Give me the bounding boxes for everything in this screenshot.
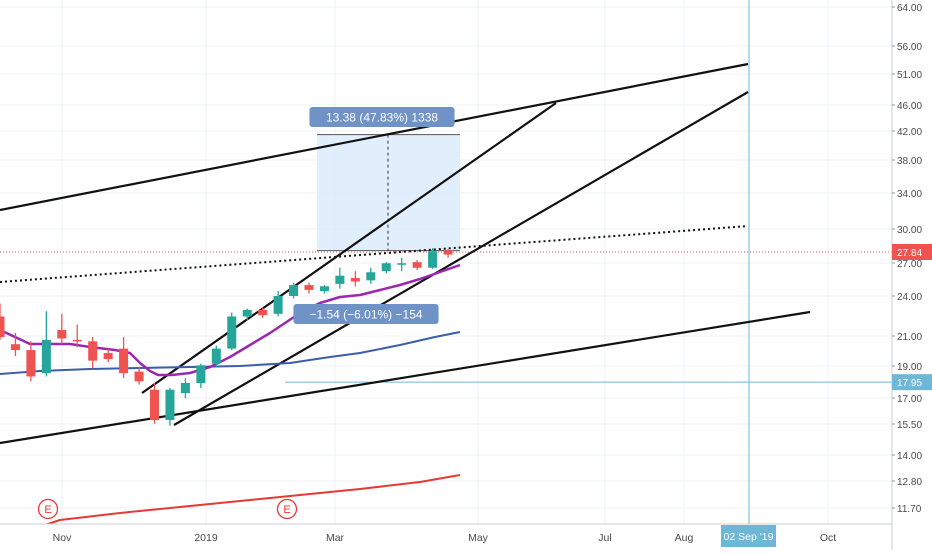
candle-body (88, 341, 98, 361)
candle-body (335, 275, 345, 284)
price-tick-label: 14.00 (897, 451, 922, 462)
measure-down-label: −1.54 (−6.01%) −154 (309, 308, 422, 322)
candle-body (397, 263, 407, 265)
rising-channel-lower-line[interactable] (173, 91, 749, 426)
price-tick-label: 46.00 (897, 101, 922, 112)
price-tick-label: 15.50 (897, 420, 922, 431)
price-tick-label: 17.00 (897, 394, 922, 405)
price-tick-label: 27.00 (897, 259, 922, 270)
candle-body (165, 389, 175, 421)
candle-body (443, 250, 453, 255)
last-price-badge-bg (892, 243, 932, 260)
candle-body (319, 286, 329, 292)
candle-body (150, 389, 159, 421)
price-tick-label: 11.70 (897, 504, 922, 515)
earnings-icon[interactable] (276, 498, 298, 520)
crosshair-date-badge-bg (721, 525, 776, 547)
time-tick-label: 2019 (194, 532, 218, 544)
candle-body (41, 339, 51, 374)
price-tick-label: 30.00 (897, 225, 922, 236)
time-tick-label: Nov (53, 532, 72, 544)
measure-down-label-bg (293, 304, 439, 324)
price-tick-label: 38.00 (897, 156, 922, 167)
candle-body (350, 278, 360, 282)
candle-body (0, 316, 5, 338)
candle-body (273, 296, 283, 314)
candle-body (10, 344, 20, 351)
crosshair-price-badge: 17.95 (897, 378, 922, 389)
candle-body (180, 382, 190, 394)
crosshair-price-badge-bg (892, 374, 932, 391)
candle-body (304, 285, 314, 290)
earnings-label: E (44, 504, 51, 516)
trendlines[interactable] (0, 0, 892, 524)
candle-body (26, 350, 36, 377)
price-tick-label: 24.00 (897, 292, 922, 303)
price-tick-label: 34.00 (897, 189, 922, 200)
time-tick-label: Aug (675, 532, 694, 544)
time-tick-label: May (468, 532, 489, 544)
time-tick-label: Jul (598, 532, 611, 544)
candle-body (289, 285, 299, 296)
price-tick-label: 56.00 (897, 42, 922, 53)
ma-slow-line (0, 474, 461, 541)
candle-body (103, 353, 113, 360)
candle-body (366, 272, 376, 281)
price-tick-label: 42.00 (897, 127, 922, 138)
lower-channel-line[interactable] (0, 310, 811, 445)
time-tick-label: Mar (326, 532, 345, 544)
measure-labels: 13.38 (47.83%) 1338 −1.54 (−6.01%) −154 (293, 107, 455, 324)
candle-body (57, 330, 67, 339)
candle-body (134, 371, 144, 382)
grid-lines (0, 0, 892, 524)
time-tick-label: Oct (820, 532, 836, 544)
price-tick-label: 12.80 (897, 477, 922, 488)
upper-channel-line[interactable] (0, 62, 749, 212)
price-tick-label: 19.00 (897, 362, 922, 373)
candle-body (242, 309, 252, 317)
price-tick-label: 64.00 (897, 3, 922, 14)
ma-mid-line (0, 331, 461, 375)
earnings-label: E (283, 504, 290, 516)
measure-up-label: 13.38 (47.83%) 1338 (326, 111, 438, 125)
price-axis-background (892, 0, 932, 550)
measure-tool[interactable] (317, 134, 460, 252)
price-tick-label: 21.00 (897, 332, 922, 343)
measure-up-label-bg (309, 107, 455, 127)
dotted-trendline[interactable] (0, 225, 749, 283)
candle-body (412, 262, 422, 268)
price-tick-label: 51.00 (897, 70, 922, 81)
candle-body (428, 251, 438, 268)
candles (0, 248, 453, 426)
candle-body (258, 309, 268, 316)
crosshair-date-badge: 02 Sep '19 (724, 531, 774, 543)
candle-body (227, 316, 237, 349)
rising-channel-upper-line[interactable] (141, 102, 557, 394)
candle-body (381, 263, 391, 272)
candle-body (196, 365, 206, 383)
earnings-icon[interactable] (37, 498, 59, 520)
candle-body (119, 348, 129, 374)
candle-body (72, 339, 82, 342)
last-price-badge: 27.84 (897, 248, 922, 259)
candle-body (211, 348, 221, 364)
